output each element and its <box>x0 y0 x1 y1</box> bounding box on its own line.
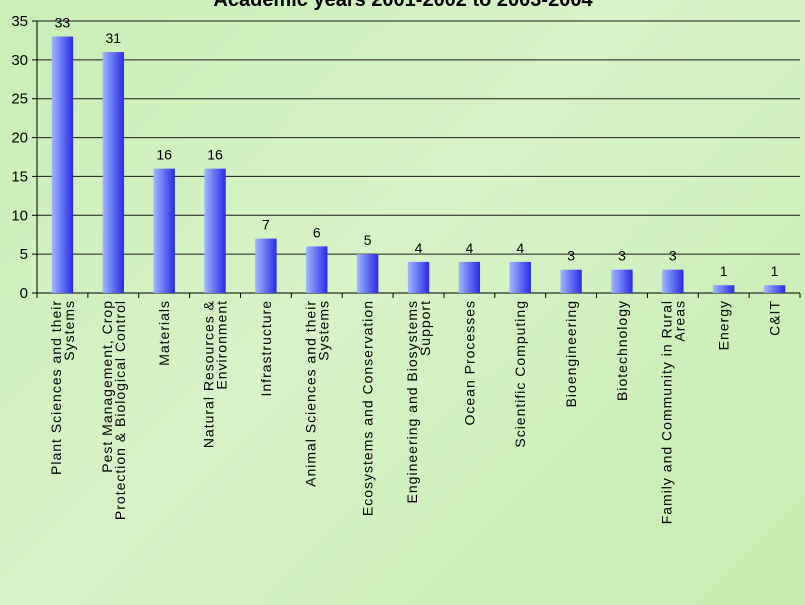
data-label: 3 <box>669 248 677 264</box>
data-label: 4 <box>465 240 473 256</box>
bar <box>306 246 328 293</box>
bar <box>153 168 175 293</box>
category-label: Environment <box>214 300 230 390</box>
data-label: 6 <box>313 224 321 240</box>
category-label: Pest Management, Crop <box>99 300 115 473</box>
category-label: Biotechnology <box>614 300 630 401</box>
data-label: 16 <box>156 147 172 163</box>
category-label: Energy <box>716 300 732 350</box>
gridlines <box>37 20 800 255</box>
data-label: 33 <box>55 15 71 31</box>
bar <box>509 261 531 293</box>
category-label: Scientific Computing <box>512 300 528 448</box>
y-tick-label: 15 <box>11 168 28 185</box>
data-label: 4 <box>516 240 524 256</box>
bars <box>51 36 786 294</box>
bar <box>356 254 379 293</box>
bar <box>51 36 74 294</box>
data-label: 7 <box>262 217 270 233</box>
category-label: Bioengineering <box>563 300 579 407</box>
bar <box>713 285 735 293</box>
category-label: Support <box>417 300 433 356</box>
bar <box>763 285 786 293</box>
category-label: Systems <box>315 300 331 361</box>
bar <box>255 238 277 293</box>
category-label: Areas <box>671 300 687 342</box>
category-label: Systems <box>61 300 77 361</box>
category-label: Infrastructure <box>258 300 274 396</box>
y-tick-label: 0 <box>20 285 28 302</box>
category-label: Ecosystems and Conservation <box>360 300 376 516</box>
data-label: 5 <box>364 232 372 248</box>
bar <box>560 269 582 293</box>
y-tick-label: 30 <box>11 52 28 69</box>
data-label: 1 <box>720 263 728 279</box>
category-label: Plant Sciences and their <box>48 300 64 475</box>
data-label: 4 <box>415 240 423 256</box>
data-label: 3 <box>618 248 626 264</box>
y-tick-label: 20 <box>11 130 28 147</box>
data-label: 31 <box>106 30 122 46</box>
data-label: 3 <box>567 248 575 264</box>
bar <box>102 52 124 294</box>
bar <box>611 269 633 293</box>
bar <box>662 269 684 293</box>
y-tick-label: 10 <box>11 207 28 224</box>
category-label: Protection & Biological Control <box>112 300 128 520</box>
y-tick-label: 25 <box>11 91 28 108</box>
y-tick-label: 35 <box>11 13 28 30</box>
bar <box>204 168 226 293</box>
chart-title: Academic years 2001-2002 to 2003-2004 <box>213 0 593 11</box>
category-label: Animal Sciences and their <box>302 300 318 487</box>
bar <box>407 261 430 293</box>
category-label: Ocean Processes <box>461 300 477 426</box>
category-label: Engineering and Biosystems <box>404 300 420 503</box>
category-label: Materials <box>156 300 172 366</box>
category-label: Family and Community in Rural <box>658 300 674 524</box>
category-label: Natural Resources & <box>201 300 217 448</box>
y-tick-label: 5 <box>20 246 28 263</box>
category-label: C&IT <box>767 300 783 336</box>
bar <box>458 261 481 293</box>
data-label: 1 <box>771 263 779 279</box>
data-label: 16 <box>207 147 223 163</box>
